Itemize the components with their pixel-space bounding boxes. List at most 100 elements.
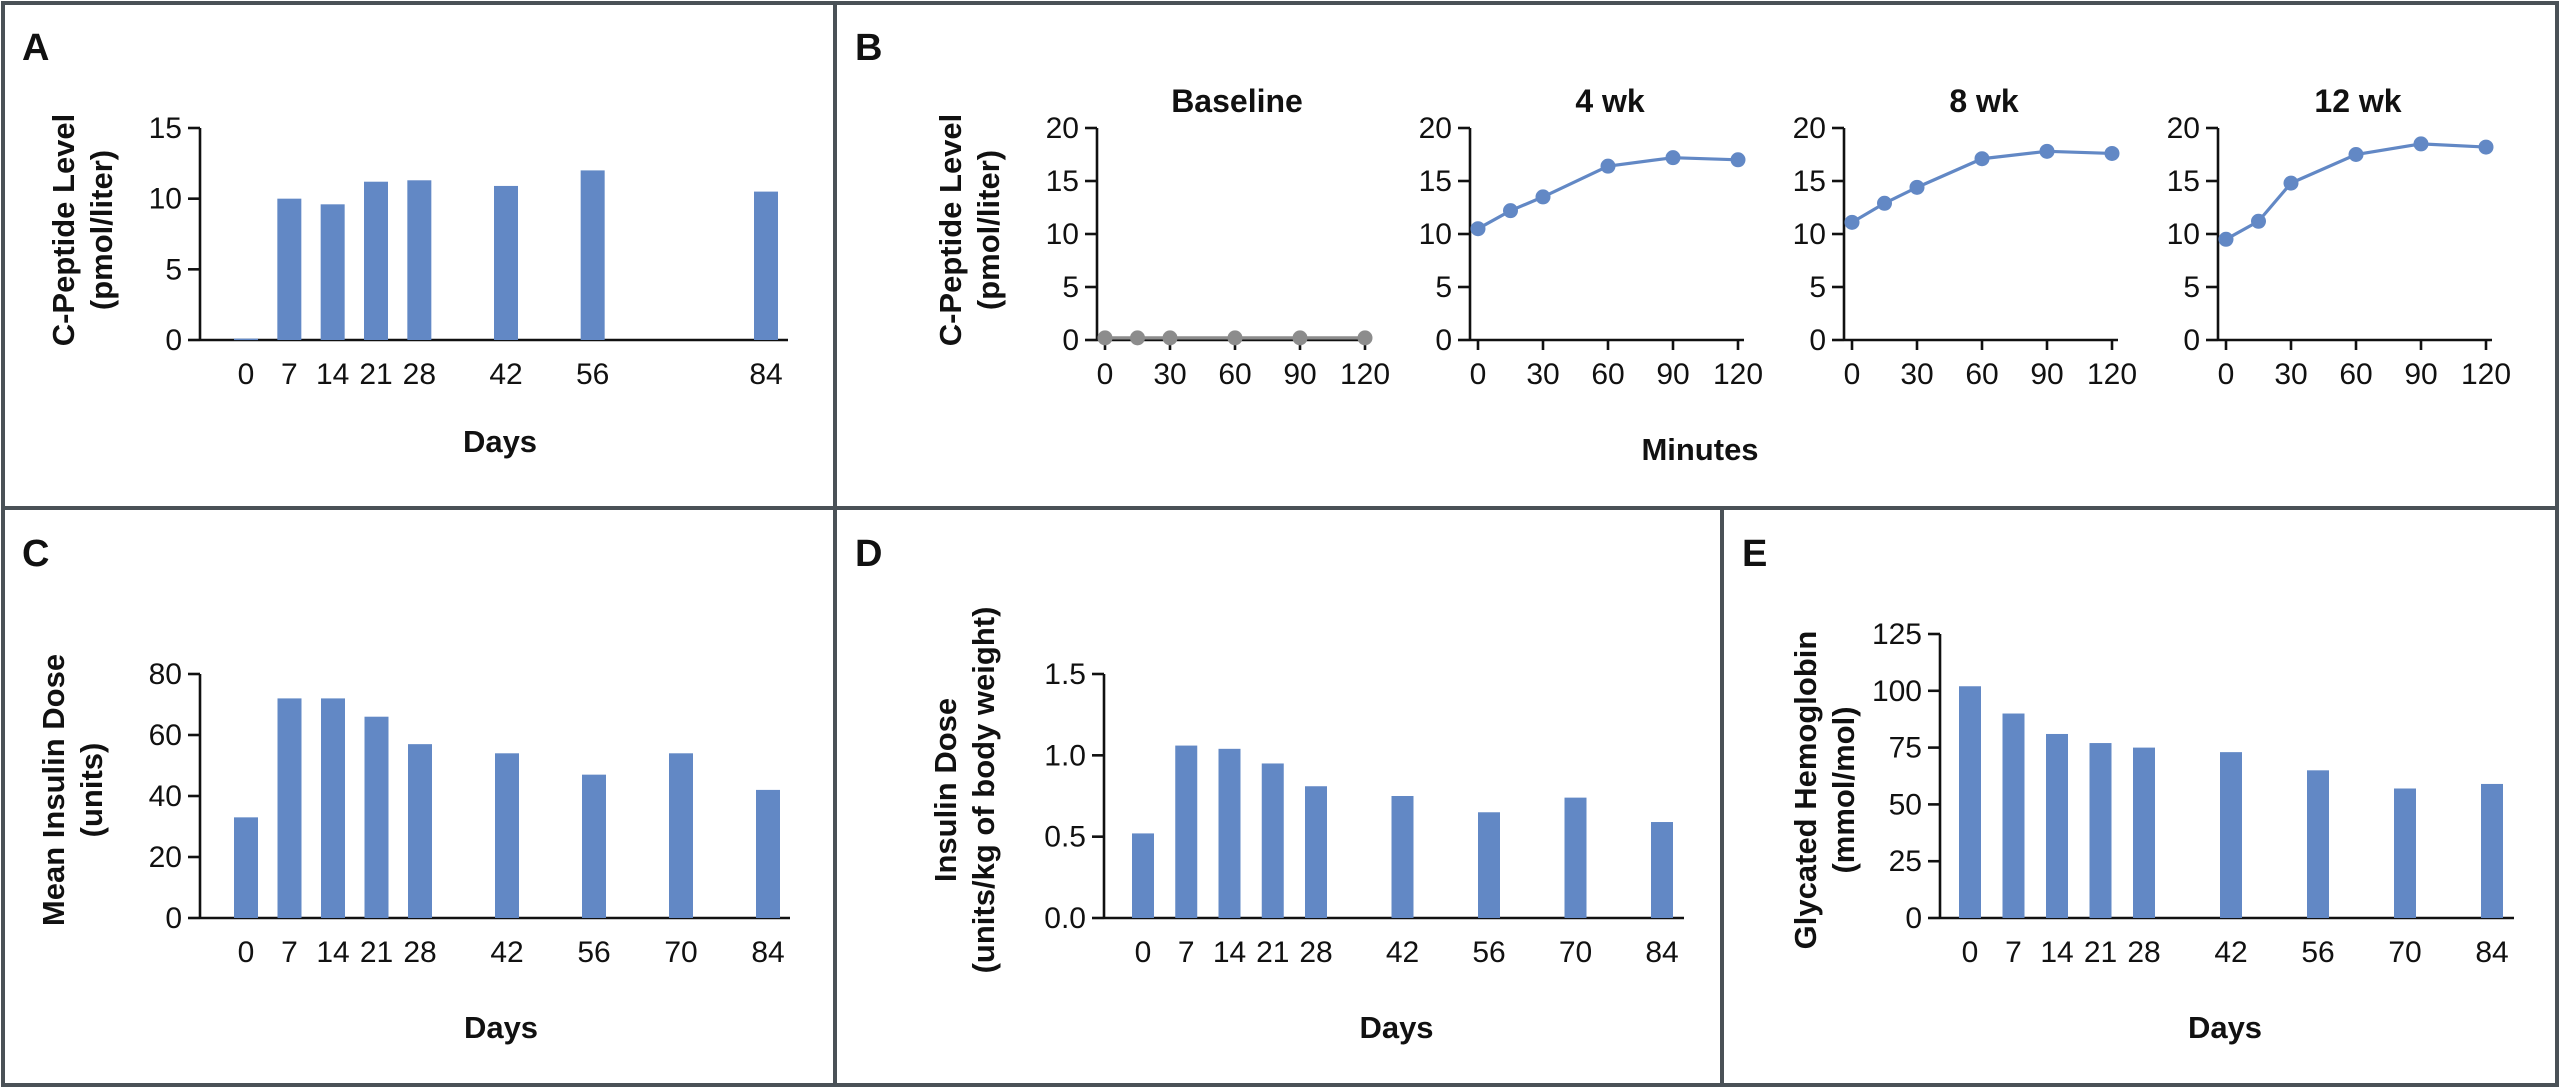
x-tick-label: 30 (2274, 358, 2307, 391)
data-point-30min (1162, 330, 1178, 346)
data-point-60min (1227, 330, 1243, 346)
x-tick-label: 0 (1135, 936, 1152, 969)
bar-day-28 (408, 744, 432, 918)
subplot-3: 0 5 10 15 20 0 30 60 90 120 12 wk (2167, 83, 2511, 391)
y-axis-title-line: C-Peptide Level (46, 114, 81, 347)
x-tick-label: 21 (360, 936, 393, 969)
subplot-title: Baseline (1171, 83, 1303, 119)
y-tick-label: 20 (1419, 112, 1452, 145)
y-axis-title-line: (mmol/mol) (1826, 706, 1861, 873)
x-tick-label: 0 (2218, 358, 2235, 391)
x-tick-label: 14 (316, 358, 349, 391)
bar-day-7 (2002, 713, 2025, 918)
x-tick-label: 0 (1470, 358, 1487, 391)
x-tick-label: 0 (1962, 936, 1979, 969)
bar-day-14 (320, 204, 345, 340)
x-tick-label: 56 (577, 936, 610, 969)
x-tick-label: 84 (749, 358, 782, 391)
x-tick-label: 0 (238, 936, 255, 969)
y-tick-label: 15 (1419, 165, 1452, 198)
y-tick-label: 10 (149, 183, 182, 216)
data-point-15min (1877, 195, 1892, 211)
x-tick-label: 120 (2461, 358, 2511, 391)
data-point-120min (1730, 152, 1746, 168)
y-tick-label: 0 (1435, 324, 1452, 357)
x-axis-title: Days (463, 424, 537, 459)
bar-day-84 (2481, 783, 2503, 918)
bar-day-21 (364, 181, 388, 340)
x-tick-label: 60 (1218, 358, 1251, 391)
y-tick-label: 20 (1046, 112, 1079, 145)
y-axis-title-line: (units) (74, 743, 109, 838)
y-tick-label: 25 (1889, 845, 1922, 878)
y-tick-label: 50 (1889, 788, 1922, 821)
x-tick-label: 30 (1526, 358, 1559, 391)
x-tick-label: 28 (1299, 936, 1332, 969)
data-point-30min (2283, 175, 2299, 191)
data-point-90min (2413, 136, 2429, 152)
x-tick-label: 42 (2214, 936, 2247, 969)
bar-day-14 (1218, 748, 1241, 918)
y-tick-label: 0.0 (1044, 902, 1086, 935)
x-tick-label: 60 (1591, 358, 1624, 391)
x-tick-label: 60 (2339, 358, 2372, 391)
x-tick-label: 42 (490, 936, 523, 969)
bar-day-0 (234, 817, 258, 918)
data-point-0min (1470, 221, 1486, 237)
subplot-title: 8 wk (1949, 83, 2019, 119)
data-point-90min (1665, 150, 1681, 166)
subplot-title: 12 wk (2314, 83, 2401, 119)
bar-day-84 (1651, 822, 1673, 918)
data-point-120min (2478, 139, 2494, 155)
y-axis-title: Glycated Hemoglobin(mmol/mol) (1788, 631, 1861, 950)
panel-e-label: E (1742, 533, 1767, 575)
bar-day-28 (407, 180, 432, 340)
bar-day-56 (1478, 812, 1500, 918)
y-tick-label: 10 (2167, 218, 2200, 251)
y-tick-label: 10 (1419, 218, 1452, 251)
data-point-0min (1844, 214, 1860, 230)
bar-day-42 (495, 753, 519, 918)
x-tick-label: 120 (1340, 358, 1390, 391)
bar-day-21 (2089, 743, 2112, 918)
bar-day-70 (1564, 797, 1587, 918)
data-point-15min (2251, 213, 2266, 229)
bar-day-0 (1132, 833, 1154, 918)
bar-day-7 (1175, 745, 1198, 918)
data-point-60min (1974, 151, 1990, 167)
x-axis-title: Days (2188, 1010, 2262, 1045)
data-point-0min (2218, 231, 2234, 247)
bar-day-0 (1959, 686, 1981, 918)
x-tick-label: 90 (1656, 358, 1689, 391)
x-tick-label: 30 (1153, 358, 1186, 391)
x-tick-label: 14 (316, 936, 349, 969)
x-tick-label: 0 (1844, 358, 1861, 391)
x-tick-label: 0 (1097, 358, 1114, 391)
data-point-60min (1600, 158, 1616, 174)
x-tick-label: 120 (1713, 358, 1763, 391)
panel-e-frame (1720, 506, 2559, 1087)
panel-c-label: C (22, 533, 49, 575)
y-axis-title-line: Insulin Dose (928, 698, 963, 882)
y-tick-label: 10 (1046, 218, 1079, 251)
y-tick-label: 0.5 (1044, 821, 1086, 854)
data-point-30min (1535, 189, 1551, 205)
bar-day-42 (494, 185, 518, 340)
y-tick-label: 20 (1793, 112, 1826, 145)
x-tick-label: 84 (1645, 936, 1678, 969)
bar-day-42 (1391, 796, 1414, 918)
subplot-2: 0 5 10 15 20 0 30 60 90 120 8 wk (1793, 83, 2137, 391)
panel-b-label: B (855, 27, 882, 69)
chart-panel-d: 0.0 0.5 1.0 1.5 0 7 14 21 28 42 56 70 84 Days Insulin … (928, 607, 1684, 1045)
y-tick-label: 10 (1793, 218, 1826, 251)
x-tick-label: 90 (2030, 358, 2063, 391)
y-axis-title-line: Glycated Hemoglobin (1788, 631, 1823, 950)
y-axis-title-line: Mean Insulin Dose (36, 654, 71, 926)
y-tick-label: 100 (1872, 675, 1922, 708)
x-tick-label: 14 (2040, 936, 2073, 969)
data-point-90min (1292, 330, 1308, 346)
